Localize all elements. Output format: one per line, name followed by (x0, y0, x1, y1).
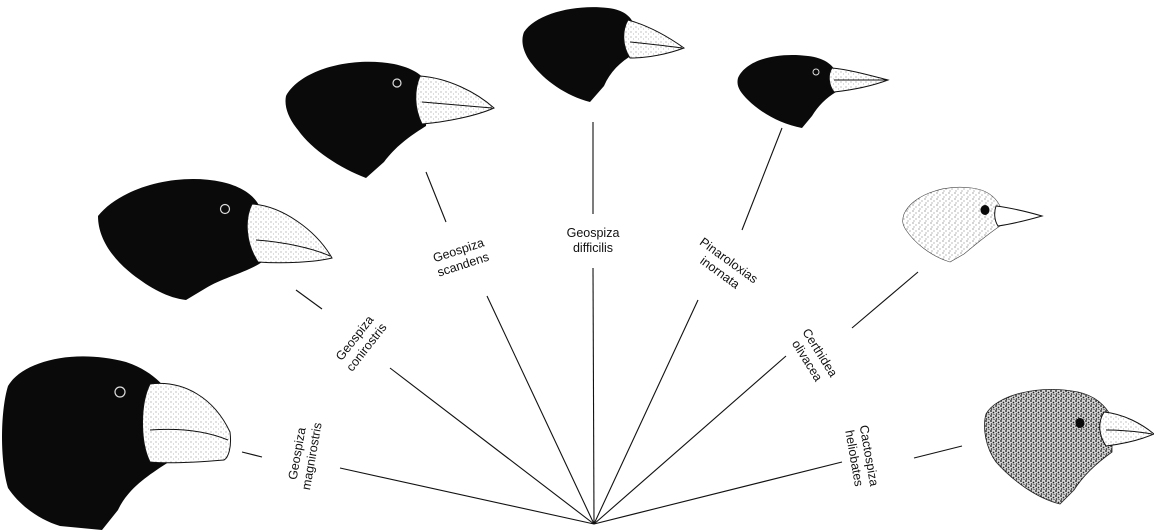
scandens-beak (415, 75, 495, 125)
connector-scandens (425, 171, 447, 223)
inornata-head-silhouette (737, 54, 836, 128)
radial-line-inornata (593, 299, 699, 525)
radial-line-olivacea (593, 355, 787, 525)
warbler-finch-head (902, 186, 1044, 263)
connector-heliobates (913, 445, 963, 459)
radial-line-scandens (486, 295, 595, 525)
label-epithet: difficilis (572, 241, 614, 255)
conirostris-head-silhouette (98, 179, 262, 300)
label-genus: Geospiza (566, 226, 620, 240)
label-geospiza-difficilis: Geospiza difficilis (550, 226, 636, 256)
large-ground-finch-head (2, 356, 231, 530)
inornata-eye (812, 68, 820, 76)
difficilis-beak (623, 19, 686, 59)
cactus-finch-head (285, 61, 495, 178)
olivacea-head-silhouette (902, 186, 1001, 263)
olivacea-beak (994, 205, 1044, 227)
conirostris-beak (246, 203, 333, 264)
radial-line-difficilis (592, 267, 595, 525)
sharp-beaked-finch-head (522, 7, 686, 102)
difficilis-head-silhouette (522, 7, 634, 102)
magnirostris-beak (142, 382, 231, 464)
connector-olivacea (851, 271, 919, 329)
connector-magnirostris (241, 451, 263, 458)
radial-line-magnirostris (339, 467, 595, 525)
magnirostris-head-silhouette (2, 356, 172, 530)
large-cactus-finch-head (98, 179, 333, 300)
cocos-finch-head (737, 54, 890, 128)
scandens-eye (392, 78, 402, 88)
heliobates-beak (1099, 411, 1154, 447)
heliobates-eye (1075, 418, 1085, 428)
radial-lines (339, 267, 843, 525)
connector-lines (241, 122, 963, 459)
mangrove-finch-head (984, 389, 1154, 505)
olivacea-eye (980, 205, 990, 215)
scandens-head-silhouette (285, 61, 428, 178)
connector-conirostris (295, 289, 323, 310)
connector-inornata (741, 127, 783, 231)
conirostris-eye (219, 203, 231, 215)
magnirostris-eye (114, 386, 126, 398)
radial-line-conirostris (389, 367, 595, 525)
heliobates-head-silhouette (984, 389, 1113, 505)
radial-line-heliobates (593, 461, 843, 525)
